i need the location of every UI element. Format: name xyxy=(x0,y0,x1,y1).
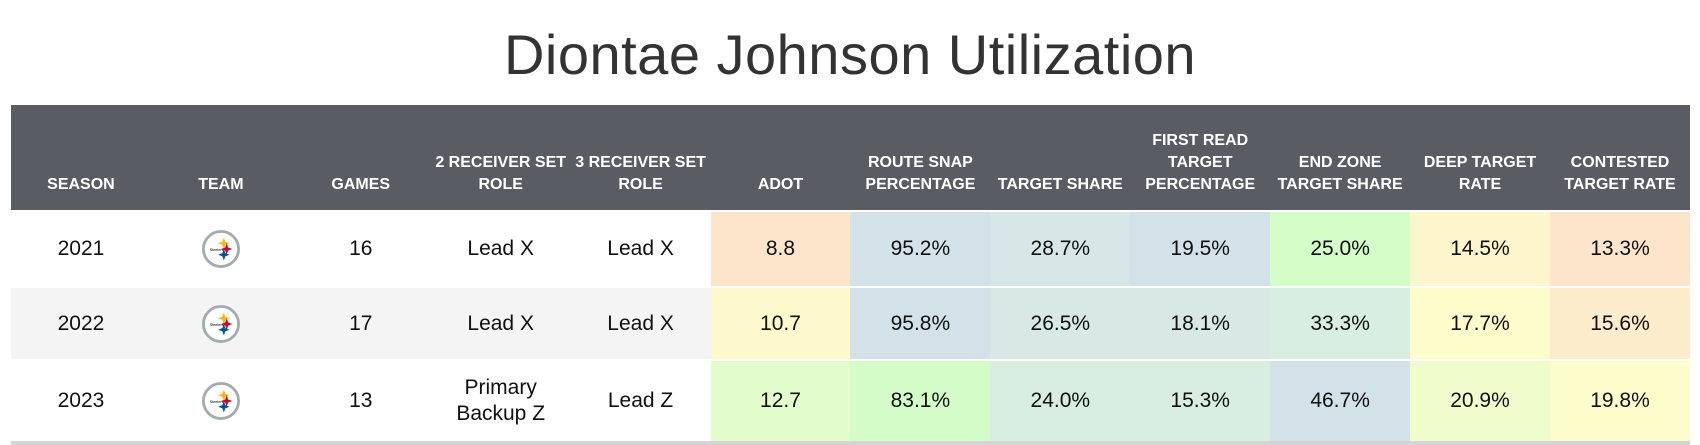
cell-team-icon: Steelers xyxy=(150,210,291,287)
cell-role3: Lead X xyxy=(570,286,711,360)
table-row: 2023 Steelers 13 Primary Backup Z Lead Z 12.7… xyxy=(11,359,1690,443)
cell-role2: Lead X xyxy=(430,286,571,360)
column-header: GAMES xyxy=(290,105,431,211)
cell-season: 2023 xyxy=(11,359,151,443)
cell-end-zone: 33.3% xyxy=(1270,286,1411,360)
cell-end-zone: 46.7% xyxy=(1270,359,1411,443)
cell-contested: 19.8% xyxy=(1549,359,1690,443)
steelers-logo-icon: Steelers xyxy=(201,382,240,420)
column-header: END ZONE TARGET SHARE xyxy=(1270,105,1411,211)
cell-team-icon: Steelers xyxy=(150,286,291,360)
column-header: 2 RECEIVER SET ROLE xyxy=(430,105,571,211)
cell-role3: Lead X xyxy=(570,210,711,287)
cell-team-icon: Steelers xyxy=(150,359,291,443)
column-header: TARGET SHARE xyxy=(990,105,1131,211)
column-header: SEASON xyxy=(11,105,151,211)
cell-adot: 10.7 xyxy=(710,286,851,360)
cell-role2: Lead X xyxy=(430,210,571,287)
cell-games: 13 xyxy=(290,359,431,443)
cell-season: 2021 xyxy=(11,210,151,287)
cell-deep: 14.5% xyxy=(1410,210,1550,287)
page-title: Diontae Johnson Utilization xyxy=(503,23,1197,86)
cell-adot: 12.7 xyxy=(710,359,851,443)
cell-route: 83.1% xyxy=(850,359,991,443)
svg-text:Steelers: Steelers xyxy=(209,322,223,326)
cell-deep: 17.7% xyxy=(1410,286,1550,360)
column-header: DEEP TARGET RATE xyxy=(1410,105,1550,211)
column-header: ROUTE SNAP PERCENTAGE xyxy=(850,105,991,211)
table-row: 2021 Steelers 16 Lead X Lead X 8.8 95.2% 28.7% 1… xyxy=(11,210,1690,287)
header-row: SEASON TEAM GAMES 2 RECEIVER SET ROLE 3 RECE… xyxy=(11,105,1690,211)
cell-games: 17 xyxy=(290,286,431,360)
cell-contested: 13.3% xyxy=(1549,210,1690,287)
utilization-table: SEASON TEAM GAMES 2 RECEIVER SET ROLE 3 RECE… xyxy=(11,105,1690,445)
column-header: 3 RECEIVER SET ROLE xyxy=(570,105,711,211)
cell-target-share: 24.0% xyxy=(990,359,1131,443)
cell-first-read: 15.3% xyxy=(1130,359,1271,443)
cell-deep: 20.9% xyxy=(1410,359,1550,443)
cell-first-read: 19.5% xyxy=(1130,210,1271,287)
svg-text:Steelers: Steelers xyxy=(209,400,223,404)
steelers-logo-icon: Steelers xyxy=(201,230,240,268)
column-header: CONTESTED TARGET RATE xyxy=(1549,105,1690,211)
cell-first-read: 18.1% xyxy=(1130,286,1271,360)
column-header: FIRST READ TARGET PERCENTAGE xyxy=(1130,105,1271,211)
cell-role3: Lead Z xyxy=(570,359,711,443)
cell-role2: Primary Backup Z xyxy=(430,359,571,443)
cell-end-zone: 25.0% xyxy=(1270,210,1411,287)
cell-route: 95.8% xyxy=(850,286,991,360)
cell-adot: 8.8 xyxy=(710,210,851,287)
cell-route: 95.2% xyxy=(850,210,991,287)
cell-games: 16 xyxy=(290,210,431,287)
cell-contested: 15.6% xyxy=(1549,286,1690,360)
column-header: TEAM xyxy=(150,105,291,211)
cell-target-share: 26.5% xyxy=(990,286,1131,360)
column-header: ADOT xyxy=(710,105,851,211)
table-row: 2022 Steelers 17 Lead X Lead X 10.7 95.8% 26.5%… xyxy=(11,286,1690,360)
cell-target-share: 28.7% xyxy=(990,210,1131,287)
steelers-logo-icon: Steelers xyxy=(201,304,240,343)
cell-season: 2022 xyxy=(11,286,151,360)
svg-text:Steelers: Steelers xyxy=(209,248,223,252)
